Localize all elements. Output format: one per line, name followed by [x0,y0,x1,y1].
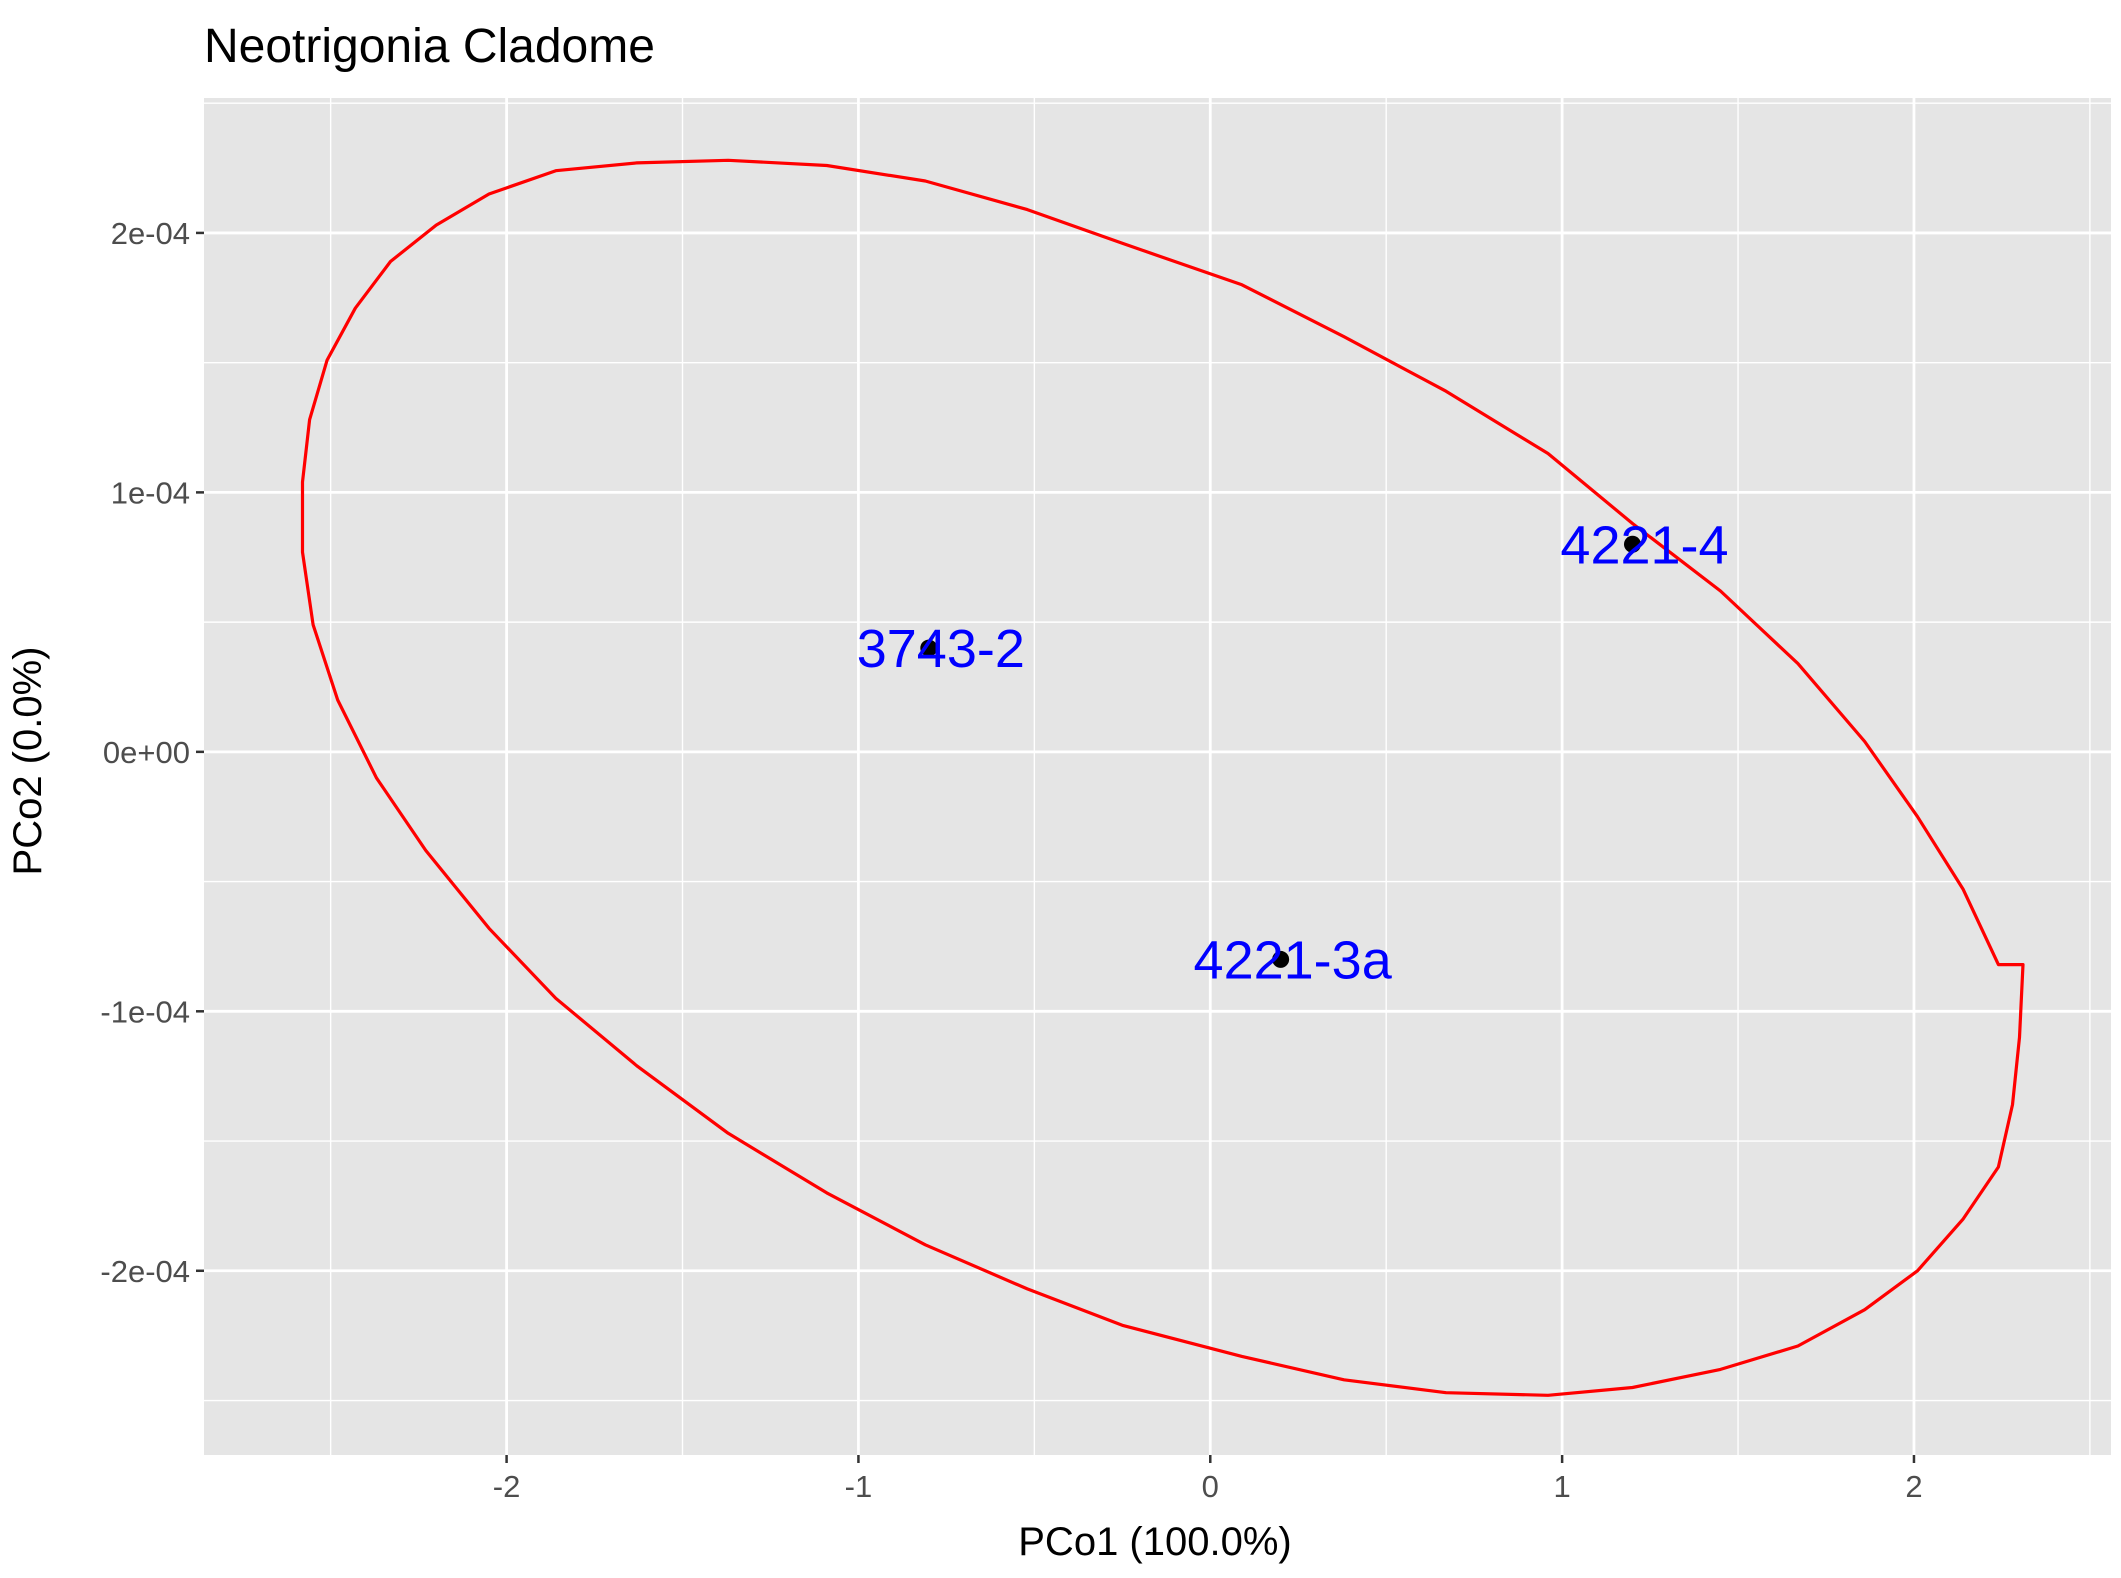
confidence-ellipse-layer [300,158,2025,1397]
chart-title: Neotrigonia Cladome [204,20,655,73]
data-point [1623,535,1641,553]
point-labels-layer: 3743-2 4221-4 4221-3a [857,515,1729,990]
x-tick-label: 0 [1202,1469,1219,1504]
y-axis-title: PCo2 (0.0%) [6,647,50,876]
data-point-label: 4221-4 [1560,515,1728,575]
x-axis-title: PCo1 (100.0%) [1018,1520,1291,1564]
minor-gridlines [204,98,2111,1455]
x-tick-label: 2 [1905,1469,1922,1504]
y-tick-label: 2e-04 [111,216,190,251]
y-tick-label: 0e+00 [103,735,190,770]
x-axis-ticks: -2 -1 0 1 2 [493,1455,1923,1504]
data-point [920,639,938,657]
y-axis-ticks: -2e-04 -1e-04 0e+00 1e-04 2e-04 [100,216,204,1289]
plot-panel [204,98,2111,1455]
y-tick-label: -1e-04 [100,994,190,1029]
confidence-ellipse [300,158,2025,1397]
x-tick-label: -2 [493,1469,521,1504]
y-tick-label: -2e-04 [100,1254,190,1289]
points-layer [920,535,1641,968]
x-tick-label: 1 [1553,1469,1570,1504]
y-tick-label: 1e-04 [111,475,190,510]
x-tick-label: -1 [845,1469,873,1504]
data-point [1272,950,1290,968]
data-point-label: 4221-3a [1194,930,1393,990]
data-point-label: 3743-2 [857,619,1025,679]
major-gridlines [204,98,2111,1455]
